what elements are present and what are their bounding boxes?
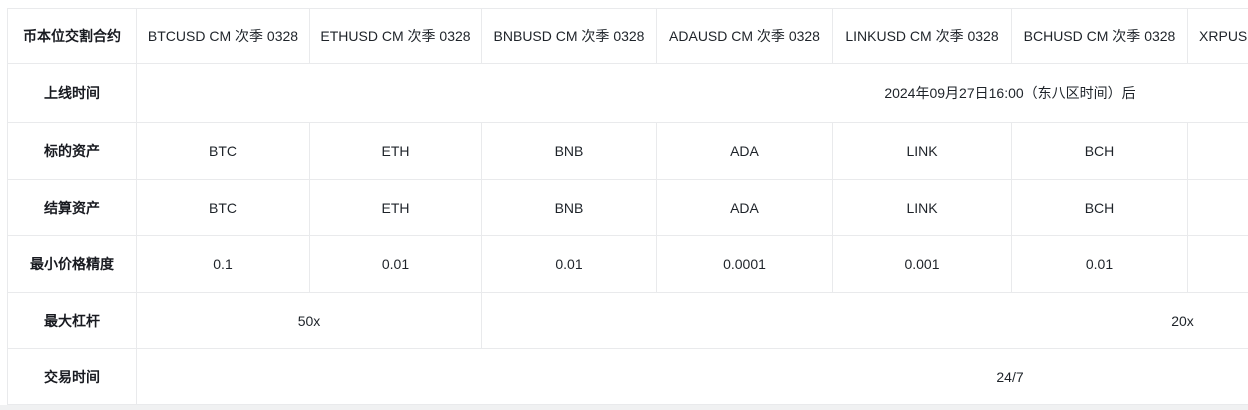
table-row-settlement-asset: 结算资产 BTC ETH BNB ADA LINK BCH bbox=[7, 179, 1248, 236]
max-leverage-group-2: 20x bbox=[481, 292, 1248, 349]
cell: 0.01 bbox=[1011, 235, 1188, 293]
contract-header: XRPUSD CM 次季 0328 bbox=[1187, 8, 1248, 64]
cell: ADA bbox=[656, 179, 833, 236]
cell: BCH bbox=[1011, 179, 1188, 236]
launch-time-value: 2024年09月27日16:00（东八区时间）后 bbox=[136, 63, 1248, 123]
table-row-trading-hours: 交易时间 24/7 bbox=[7, 348, 1248, 405]
contract-header: ADAUSD CM 次季 0328 bbox=[656, 8, 833, 64]
max-leverage-group-1: 50x bbox=[136, 292, 482, 349]
table-row-launch-time: 上线时间 2024年09月27日16:00（东八区时间）后 bbox=[7, 63, 1248, 123]
row-header: 标的资产 bbox=[7, 122, 137, 180]
table-row-contracts: 币本位交割合约 BTCUSD CM 次季 0328 ETHUSD CM 次季 0… bbox=[7, 8, 1248, 64]
row-header: 交易时间 bbox=[7, 348, 137, 405]
cell: 0.01 bbox=[309, 235, 482, 293]
cell: LINK bbox=[832, 179, 1012, 236]
contract-header: BTCUSD CM 次季 0328 bbox=[136, 8, 310, 64]
cell-empty bbox=[1187, 122, 1248, 180]
cell: BTC bbox=[136, 179, 310, 236]
cell-empty bbox=[1187, 179, 1248, 236]
cell: 0.0001 bbox=[656, 235, 833, 293]
cell: BCH bbox=[1011, 122, 1188, 180]
row-header: 最大杠杆 bbox=[7, 292, 137, 349]
row-header: 上线时间 bbox=[7, 63, 137, 123]
cell: ETH bbox=[309, 179, 482, 236]
cell: BTC bbox=[136, 122, 310, 180]
cell: BNB bbox=[481, 122, 657, 180]
contract-spec-table: 币本位交割合约 BTCUSD CM 次季 0328 ETHUSD CM 次季 0… bbox=[7, 8, 1248, 405]
cell-empty bbox=[1187, 235, 1248, 293]
trading-hours-value: 24/7 bbox=[136, 348, 1248, 405]
cell: ETH bbox=[309, 122, 482, 180]
corner-header: 币本位交割合约 bbox=[7, 8, 137, 64]
cell: LINK bbox=[832, 122, 1012, 180]
row-header: 结算资产 bbox=[7, 179, 137, 236]
cell: ADA bbox=[656, 122, 833, 180]
cell: 0.01 bbox=[481, 235, 657, 293]
contract-header: BCHUSD CM 次季 0328 bbox=[1011, 8, 1188, 64]
cell: 0.001 bbox=[832, 235, 1012, 293]
table-row-max-leverage: 最大杠杆 50x 20x bbox=[7, 292, 1248, 349]
cell: BNB bbox=[481, 179, 657, 236]
horizontal-scrollbar[interactable] bbox=[0, 405, 1248, 410]
contract-header: ETHUSD CM 次季 0328 bbox=[309, 8, 482, 64]
cell: 0.1 bbox=[136, 235, 310, 293]
contract-header: BNBUSD CM 次季 0328 bbox=[481, 8, 657, 64]
contract-header: LINKUSD CM 次季 0328 bbox=[832, 8, 1012, 64]
row-header: 最小价格精度 bbox=[7, 235, 137, 293]
table-row-min-price-precision: 最小价格精度 0.1 0.01 0.01 0.0001 0.001 0.01 bbox=[7, 235, 1248, 293]
table-row-underlying-asset: 标的资产 BTC ETH BNB ADA LINK BCH bbox=[7, 122, 1248, 180]
